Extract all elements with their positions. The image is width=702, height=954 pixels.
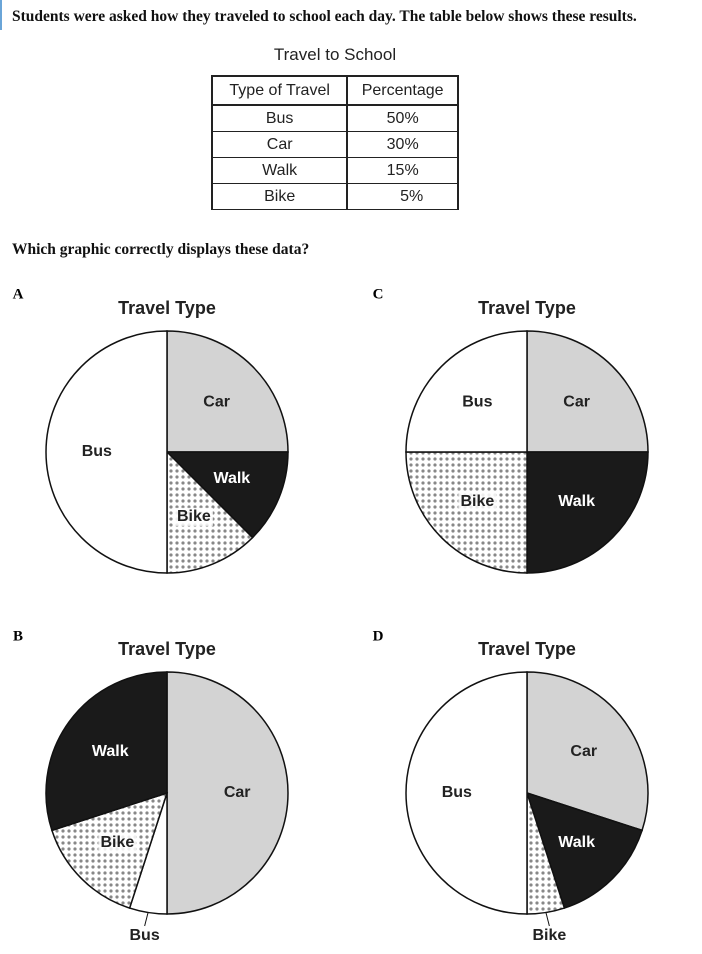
pie-title: Travel Type	[118, 639, 216, 659]
slice-label: Bike	[100, 834, 134, 851]
slice-label: Bus	[462, 394, 492, 411]
label-backdrop	[174, 507, 213, 526]
slice-label: Car	[563, 394, 590, 411]
table-cell: 50%	[346, 104, 459, 132]
slice-label: Walk	[92, 743, 129, 760]
pie-slice	[405, 451, 528, 574]
table-row: Bike 5%	[210, 183, 459, 210]
table-cell: Walk	[210, 157, 349, 184]
table-row: Walk 15%	[210, 157, 459, 184]
slice-label: Bus	[130, 927, 160, 944]
question-text: Which graphic correctly displays these d…	[12, 241, 310, 258]
slice-label: Bike	[177, 508, 211, 525]
label-backdrop	[458, 492, 497, 511]
slice-label: Bus	[82, 443, 112, 460]
table-cell: Car	[210, 131, 349, 158]
option-letter: C	[373, 286, 384, 302]
pie-slice	[165, 451, 289, 539]
slice-label: Bus	[442, 784, 472, 801]
slice-label: Car	[570, 743, 597, 760]
slice-label: Walk	[558, 493, 595, 510]
table-cell: 5%	[346, 183, 459, 210]
table-row: Car 30%	[210, 131, 459, 158]
slice-label: Bike	[460, 493, 494, 510]
table-title: Travel to School	[273, 45, 397, 64]
slice-label: Car	[224, 784, 251, 801]
pie-slice	[166, 671, 289, 915]
table-cell: Bike	[210, 183, 349, 210]
data-table: Type of Travel Percentage Bus 50% Car 30% Wa…	[210, 75, 459, 210]
header-cell: Percentage	[346, 75, 459, 106]
pie-title: Travel Type	[118, 298, 216, 318]
intro-text: Students were asked how they traveled to…	[12, 8, 637, 25]
leader-line	[545, 912, 550, 927]
table-cell: 15%	[346, 157, 459, 184]
pie-slice	[526, 330, 649, 453]
pie-title: Travel Type	[478, 639, 576, 659]
label-backdrop	[98, 833, 137, 852]
slice-label: Bike	[532, 927, 566, 944]
option-letter: B	[13, 628, 23, 644]
accent-bar	[0, 0, 2, 30]
pie-slice	[166, 330, 289, 453]
option-letter: A	[13, 286, 24, 302]
pie-slice	[405, 330, 528, 453]
pie-slice	[45, 330, 168, 574]
leader-line	[144, 912, 149, 927]
pie-slice	[45, 671, 168, 832]
table-cell: 30%	[346, 131, 459, 158]
slice-label: Walk	[213, 470, 250, 487]
header-cell: Type of Travel	[210, 75, 349, 106]
pie-slice	[526, 451, 649, 574]
pie-title: Travel Type	[478, 298, 576, 318]
pie-slice	[526, 671, 649, 832]
pie-slice	[405, 671, 528, 915]
option-letter: D	[373, 628, 384, 644]
slice-label: Car	[203, 394, 230, 411]
slice-label: Walk	[558, 834, 595, 851]
